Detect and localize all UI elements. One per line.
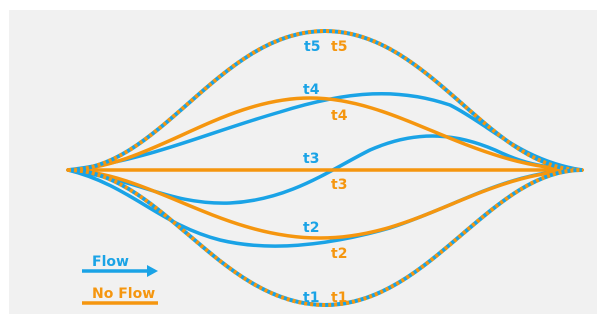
- legend-flow-arrowhead: [147, 265, 158, 277]
- flow-label-t2: t2: [303, 220, 319, 236]
- outer-curves: [67, 28, 583, 308]
- no-flow-label-t4: t4: [331, 108, 348, 124]
- no-flow-label-t3: t3: [331, 177, 347, 193]
- no-flow-curves: [66, 96, 584, 240]
- no-flow-curve-t4: [66, 96, 584, 172]
- legend: Flow No Flow: [82, 254, 158, 305]
- flow-label-t5: t5: [304, 39, 320, 55]
- flow-label-t1: t1: [303, 290, 319, 306]
- flow-label-t3: t3: [303, 151, 319, 167]
- legend-no-flow-label: No Flow: [92, 286, 155, 302]
- flow-label-t4: t4: [303, 82, 320, 98]
- outer-curve-t5: [67, 28, 583, 172]
- no-flow-curve-t2: [66, 168, 584, 240]
- legend-flow-label: Flow: [92, 254, 129, 270]
- flow-curve-t2: [66, 168, 584, 248]
- no-flow-label-t1: t1: [331, 290, 347, 306]
- no-flow-label-t5: t5: [331, 39, 347, 55]
- no-flow-label-t2: t2: [331, 246, 347, 262]
